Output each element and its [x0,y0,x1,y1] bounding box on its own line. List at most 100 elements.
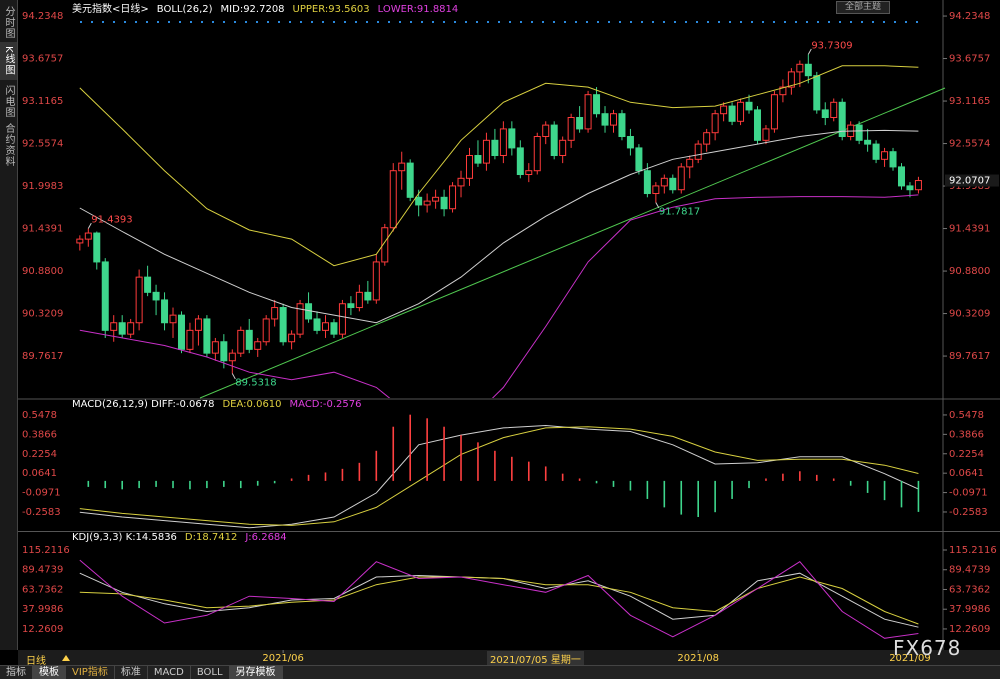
candle-body [652,185,660,195]
x-tick-label: 2021/08 [677,653,719,664]
indicator-line [79,426,919,526]
macd-bar [256,480,259,486]
trend-line [199,87,946,399]
candle-body [381,227,389,263]
period-label[interactable]: 日线 [26,656,46,667]
y-tick-label: 115.2116 [949,545,997,556]
indicator-line [79,129,919,324]
macd-bar [731,480,733,499]
theme-button[interactable]: 全部主题 [836,1,890,14]
candle-body [660,177,668,187]
candle-body [770,94,778,130]
side-tab[interactable]: K线图 [0,42,17,80]
macd-bar [680,480,683,515]
macd-bar [307,474,310,481]
candle-body [465,155,473,179]
candle-body [482,139,490,164]
extreme-label: 91.4393 [91,215,132,226]
x-tick-label: 2021/09 [889,653,931,664]
legend-entry: BOLL(26,2) [157,4,213,15]
bottom-tab[interactable]: 另存模板 [229,666,283,679]
candle-body [423,200,431,206]
macd-bar [595,480,598,484]
side-tabs: 分时图 K线图 闪电图 合约资料 [0,0,18,650]
candle-body [211,341,219,354]
side-tab[interactable]: 闪电图 [3,84,14,118]
bottom-tab[interactable]: MACD [148,666,191,679]
candle-body [474,155,482,164]
candle-body [711,113,719,134]
extreme-pointer [655,202,660,209]
y-tick-label: 90.8800 [949,266,990,277]
y-tick-label: 63.7362 [22,584,63,595]
candle-body [161,299,169,324]
candle-body [101,261,109,331]
candle-body [389,170,397,229]
y-tick-label: 90.8800 [22,266,63,277]
indicator-line [79,572,919,628]
bottom-tab[interactable]: VIP指标 [66,666,115,679]
legend-entry: MID:92.7208 [221,4,285,15]
candle-body [906,185,914,191]
side-tab[interactable]: 合约资料 [3,123,14,167]
y-tick-label: 115.2116 [22,545,70,556]
candle-body [355,291,363,309]
candle-body [618,113,626,138]
candle-body [745,101,753,111]
candle-body [220,341,228,362]
candle-body [796,63,804,73]
macd-bar [561,473,564,481]
macd-bar [273,480,276,484]
plot-area [76,54,922,398]
candle-body [635,147,643,172]
candle-body [499,128,507,157]
y-tick-label: 0.3866 [949,429,984,440]
bottom-tab[interactable]: 标准 [115,666,148,679]
y-tick-label: 12.2609 [22,624,63,635]
macd-bar [714,480,716,513]
y-tick-label: 0.3866 [22,429,57,440]
y-tick-label: 0.5478 [949,410,984,421]
y-tick-label: 63.7362 [949,584,990,595]
y-tick-label: 89.4739 [22,565,63,576]
y-tick-label: 91.4391 [22,224,63,235]
legend-entry: J:6.2684 [244,532,286,543]
candle-body [821,109,829,119]
extreme-pointer [231,373,236,380]
y-tick-label: 90.3209 [22,309,63,320]
candle-body [593,94,601,115]
plot-area [79,414,920,529]
bottom-tab[interactable]: BOLL [191,666,230,679]
bottom-tab[interactable]: 指标 [0,666,33,679]
bottom-tab[interactable]: 模板 [33,666,66,679]
y-tick-label: 93.6757 [949,54,990,65]
candle-body [177,314,185,350]
macd-bar [494,450,496,481]
y-tick-label: 37.9986 [949,604,990,615]
candle-body [296,303,304,335]
y-tick-label: 89.7617 [22,351,63,362]
candle-body [626,136,634,149]
y-tick-label: 92.5574 [22,139,63,150]
candle-body [787,71,795,88]
macd-bar [206,480,208,489]
extreme-label: 91.7817 [659,207,700,218]
side-tab[interactable]: 分时图 [3,5,14,39]
macd-bar [172,480,174,489]
macd-bar [121,480,123,490]
macd-bar [815,474,818,481]
candle-body [508,128,516,149]
macd-bar [663,480,666,508]
macd-bar [612,480,615,487]
candle-body [228,352,236,362]
y-tick-label: 92.5574 [949,139,990,150]
candle-body [347,303,355,309]
candle-body [779,86,787,96]
candle-body [415,196,423,206]
macd-bar [324,472,327,481]
indicator-line [79,194,919,398]
macd-bar [358,462,361,481]
macd-bar [341,468,344,481]
